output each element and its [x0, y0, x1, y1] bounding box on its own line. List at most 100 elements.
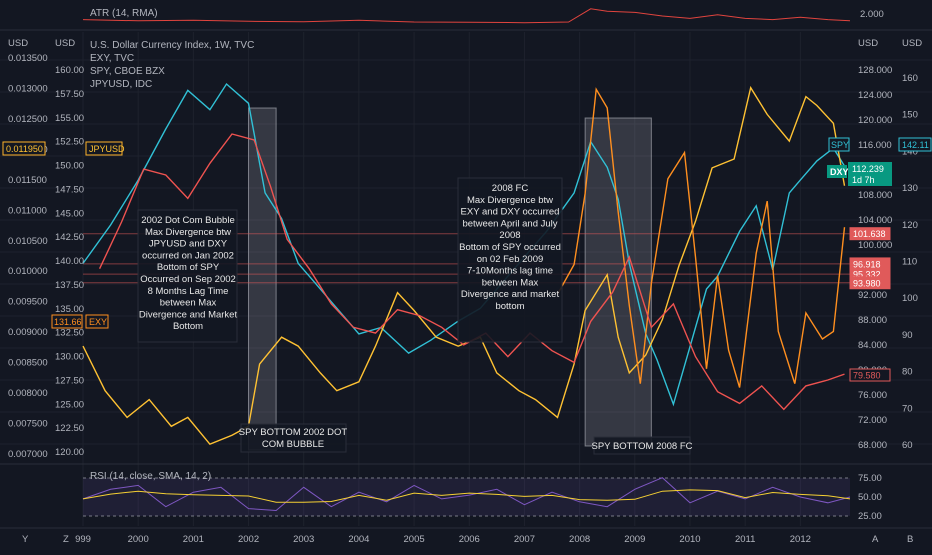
axis-tick-label: 135.00 — [55, 304, 84, 315]
jpy-value-badge: 0.011950 — [3, 142, 45, 155]
highlight-range — [249, 108, 277, 450]
axis-tick-label: 142.50 — [55, 232, 84, 243]
level-badge: 79.580 — [850, 369, 890, 381]
time-tick-label: 2012 — [790, 534, 811, 545]
time-tick-label: 2002 — [238, 534, 259, 545]
rsi-tick-label: 25.00 — [858, 511, 882, 522]
legend-item-jpyusd[interactable]: JPYUSD, IDC — [90, 79, 152, 90]
annotation-line: Bottom — [173, 321, 203, 332]
svg-text:JPYUSD: JPYUSD — [89, 144, 125, 154]
svg-text:79.580: 79.580 — [853, 371, 881, 381]
axis-tick-label: 0.010500 — [8, 236, 48, 247]
axis-tick-label: 104.000 — [858, 215, 892, 226]
atr-value-label: 2.000 — [860, 9, 884, 20]
axis-tick-label: 110 — [902, 257, 917, 268]
axis-tick-label: 130.00 — [55, 352, 84, 363]
axis-tick-label: 90 — [902, 330, 913, 341]
time-tick-label: 2008 — [569, 534, 590, 545]
rsi-label: RSI (14, close, SMA, 14, 2) — [90, 471, 211, 482]
axis-tick-label: 160 — [902, 73, 918, 84]
axis-tick-label: 127.50 — [55, 375, 84, 386]
annotation-line: JPYUSD and DXY — [149, 239, 228, 250]
axis-tick-label: 116.000 — [858, 140, 892, 151]
axis-tick-label: 0.013500 — [8, 53, 48, 64]
exy-value-badge: 131.66 — [52, 315, 82, 328]
annotation-dotcom: 2002 Dot Com Bubble Max Divergence btw JPY… — [138, 210, 237, 342]
annotation-line: Bottom of SPY — [157, 262, 220, 273]
axis-tick-label: 155.00 — [55, 113, 84, 124]
time-tick-label: 2000 — [128, 534, 149, 545]
legend-item-spy[interactable]: SPY, CBOE BZX — [90, 66, 165, 77]
z-icon[interactable]: Z — [63, 534, 69, 545]
annotation-spy-bottom-2008: SPY BOTTOM 2008 FC — [591, 437, 692, 454]
rsi-axis: 75.00 50.00 25.00 — [858, 473, 882, 522]
axis-tick-label: 160.00 — [55, 65, 84, 76]
axis-tick-label: 122.50 — [55, 423, 84, 434]
axis-tick-label: 0.011000 — [8, 205, 47, 216]
axis-tick-label: 84.000 — [858, 340, 887, 351]
jpy-name-badge: JPYUSD — [86, 142, 125, 155]
annotation-line: Divergence and Market — [139, 309, 238, 320]
axis-tick-label: 147.50 — [55, 184, 84, 195]
axis-tick-label: 150.00 — [55, 161, 84, 172]
y-icon[interactable]: Y — [22, 534, 29, 545]
axis-tick-label: 0.010000 — [8, 266, 48, 277]
axis-tick-label: 108.000 — [858, 190, 892, 201]
annotation-line: Divergence and market — [461, 289, 560, 300]
svg-text:93.980: 93.980 — [853, 278, 881, 288]
axis-tick-label: 125.00 — [55, 399, 84, 410]
annotation-line: Occurred on Sep 2002 — [140, 274, 236, 285]
axis-tick-label: 0.009500 — [8, 297, 48, 308]
b-icon[interactable]: B — [907, 534, 913, 545]
axis-tick-label: 70 — [902, 403, 913, 414]
axis-tick-label: 100.000 — [858, 240, 892, 251]
annotation-line: 8 Months Lag Time — [148, 286, 229, 297]
rsi-tick-label: 50.00 — [858, 492, 882, 503]
axis-tick-label: 157.50 — [55, 89, 84, 100]
axis-tick-label: 92.000 — [858, 290, 887, 301]
annotation-line: on 02 Feb 2009 — [477, 254, 544, 265]
axis-tick-label: 145.00 — [55, 208, 84, 219]
spy-name-badge: SPY — [829, 138, 849, 151]
jpy-axis-header: USD — [8, 38, 28, 49]
axis-tick-label: 130 — [902, 183, 918, 194]
spy-value-badge: 142.11 — [899, 138, 931, 151]
axis-tick-label: 76.000 — [858, 390, 887, 401]
chart-area: ATR (14, RMA) 2.000 USD USD USD USD U.S.… — [0, 0, 932, 550]
exy-name-badge: EXY — [86, 315, 108, 328]
axis-tick-label: 60 — [902, 440, 913, 451]
axis-tick-label: 0.009000 — [8, 327, 48, 338]
axis-tick-label: 88.000 — [858, 315, 887, 326]
svg-text:1d 7h: 1d 7h — [852, 175, 875, 185]
time-tick-label: 2010 — [679, 534, 700, 545]
axis-tick-label: 0.007500 — [8, 419, 48, 430]
axis-tick-label: 120.000 — [858, 115, 892, 126]
time-tick-label: 2003 — [293, 534, 314, 545]
svg-text:101.638: 101.638 — [853, 229, 886, 239]
axis-tick-label: 128.000 — [858, 65, 892, 76]
axis-tick-label: 72.000 — [858, 415, 887, 426]
spy-bottom-2002-line2: COM BUBBLE — [262, 439, 324, 450]
spy-axis-header: USD — [902, 38, 922, 49]
time-tick-label: 2001 — [183, 534, 204, 545]
axis-tick-label: 152.50 — [55, 137, 84, 148]
annotation-line: 2002 Dot Com Bubble — [141, 215, 234, 226]
legend-title: U.S. Dollar Currency Index, 1W, TVC — [90, 40, 254, 51]
svg-text:142.11: 142.11 — [902, 140, 929, 150]
a-icon[interactable]: A — [872, 534, 879, 545]
svg-text:0.011950: 0.011950 — [6, 144, 43, 154]
atr-label: ATR (14, RMA) — [90, 8, 158, 19]
svg-text:112.239: 112.239 — [852, 164, 884, 174]
axis-tick-label: 120 — [902, 220, 918, 231]
annotation-line: Max Divergence btw — [467, 195, 553, 206]
time-tick-label: 2006 — [459, 534, 480, 545]
axis-tick-label: 124.000 — [858, 90, 892, 101]
legend-item-exy[interactable]: EXY, TVC — [90, 53, 134, 64]
axis-tick-label: 132.50 — [55, 328, 84, 339]
annotation-line: EXY and DXY occurred — [461, 207, 560, 218]
svg-text:131.66: 131.66 — [54, 317, 82, 327]
annotation-line: bottom — [495, 301, 524, 312]
annotation-spy-bottom-2002: SPY BOTTOM 2002 DOT COM BUBBLE — [239, 424, 348, 452]
time-tick-label: 2011 — [735, 534, 755, 545]
annotation-line: 2008 FC — [492, 183, 529, 194]
